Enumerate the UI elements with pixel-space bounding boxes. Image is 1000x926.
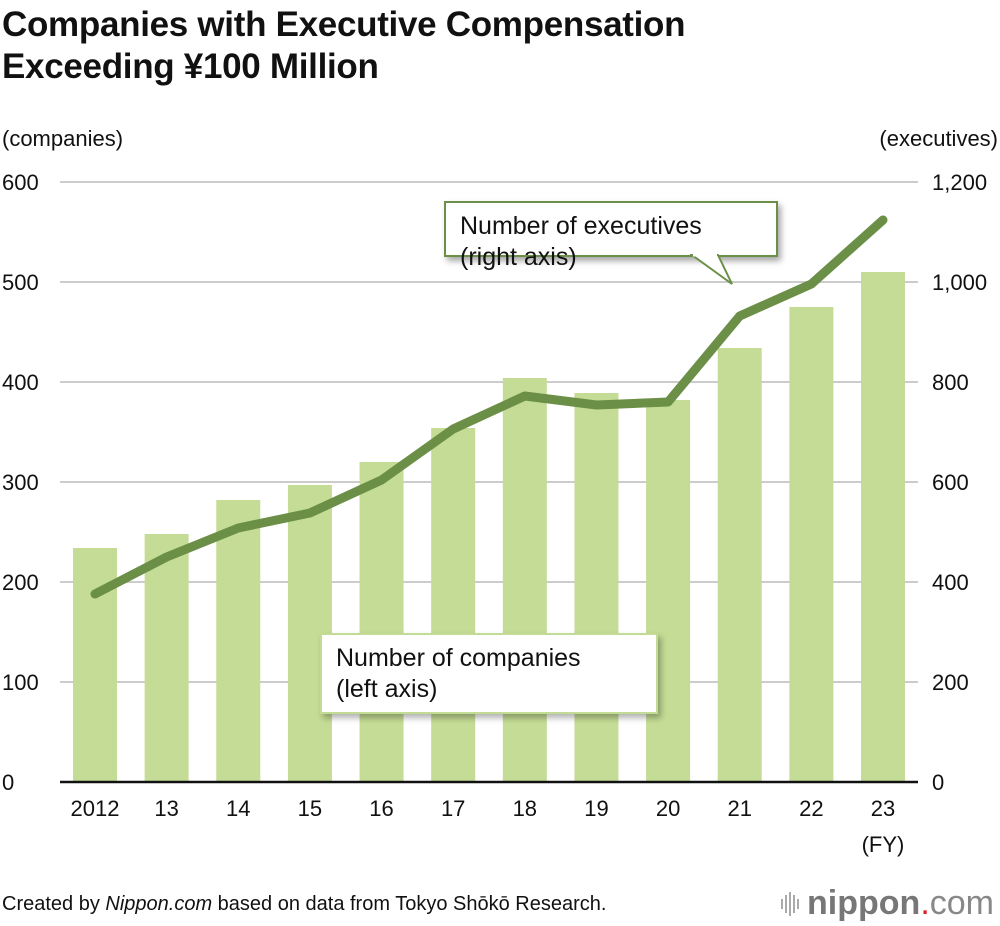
title-line-2: Exceeding ¥100 Million [2,47,379,86]
bar-17 [431,428,476,782]
bar-18 [502,378,547,782]
title-line-1: Companies with Executive Compensation [2,5,686,44]
left-tick-label: 300 [2,470,39,495]
x-tick-label: 17 [441,796,465,821]
right-tick-label: 1,200 [932,170,987,195]
left-tick-label: 100 [2,670,39,695]
right-tick-label: 600 [932,470,969,495]
logo-bars-icon [781,891,800,916]
x-tick-label: 15 [298,796,322,821]
source-italic: Nippon.com [105,893,213,915]
line-series [90,215,888,599]
x-tick-label: 16 [369,796,393,821]
logo-name: nippon [807,884,921,922]
bar-21 [717,348,762,782]
right-axis-unit: (executives) [879,126,998,151]
right-tick-label: 200 [932,670,969,695]
x-tick-label: 13 [154,796,178,821]
executives-callout-line-2: (right axis) [460,243,577,271]
source-suffix: based on data from Tokyo Shōkō Research. [212,893,607,915]
chart-title: Companies with Executive Compensation Ex… [2,4,686,88]
x-tick-label: 21 [727,796,751,821]
x-tick-label: 18 [513,796,537,821]
bar-16 [359,462,404,782]
logo-tld: com [929,884,994,922]
bar-20 [646,400,691,782]
left-tick-label: 400 [2,370,39,395]
x-tick-label: 19 [584,796,608,821]
logo-dot: . [920,884,930,922]
companies-callout-line-1: Number of companies [336,644,581,672]
right-tick-label: 800 [932,370,969,395]
x-tick-label: 22 [799,796,823,821]
companies-callout-line-2: (left axis) [336,675,438,703]
right-tick-label: 0 [932,770,944,795]
bar-22 [789,307,834,782]
source-note: Created by Nippon.com based on data from… [2,893,606,916]
executives-line [90,215,888,599]
bar-23 [861,272,905,782]
callout-pointer [690,254,733,285]
left-tick-label: 600 [2,170,39,195]
tick-labels: 0 0 100 200 200 400 300 600 400 800 500 1,000 600 1,2… [2,170,987,857]
left-tick-label: 500 [2,270,39,295]
executives-callout: Number of executives (right axis) [444,201,778,271]
source-prefix: Created by [2,893,106,915]
x-tick-label: 23 [871,796,895,821]
x-tick-label: 14 [226,796,250,821]
right-tick-label: 400 [932,570,969,595]
bar-19 [574,393,619,782]
x-tick-label: 2012 [71,796,120,821]
companies-callout: Number of companies (left axis) [320,633,658,714]
executives-callout-line-1: Number of executives [460,212,702,240]
bar-series [73,272,905,782]
fy-label: (FY) [862,832,905,857]
left-tick-label: 200 [2,570,39,595]
x-tick-label: 20 [656,796,680,821]
left-axis-unit: (companies) [2,126,124,151]
right-tick-label: 1,000 [932,270,987,295]
left-tick-label: 0 [2,770,14,795]
nippon-logo[interactable]: nippon. com [781,884,994,923]
bar-13 [144,534,189,782]
bar-14 [216,500,261,782]
